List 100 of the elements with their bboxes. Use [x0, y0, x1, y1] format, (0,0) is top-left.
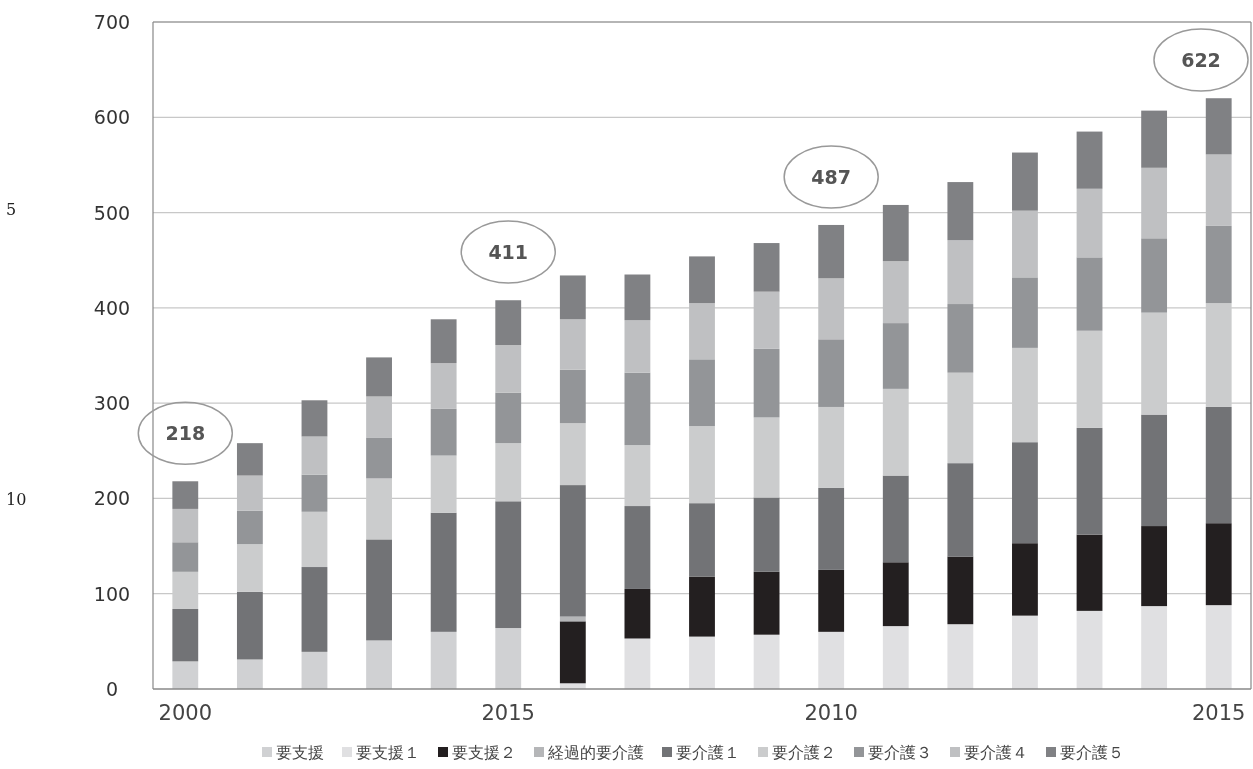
- bar: [882, 562, 909, 627]
- bar: [624, 320, 651, 373]
- y-tick-label: 700: [93, 11, 131, 33]
- legend-label: 経過的要介護: [547, 742, 644, 762]
- x-tick-label: 2015: [481, 701, 535, 725]
- bar: [1205, 605, 1232, 689]
- legend-label: 要介護３: [868, 742, 932, 762]
- bar: [753, 497, 780, 572]
- bar: [818, 406, 845, 488]
- bar: [1205, 406, 1232, 524]
- bar: [947, 182, 974, 241]
- bar: [559, 319, 586, 370]
- bar: [172, 661, 199, 689]
- bar: [430, 631, 457, 689]
- bar: [689, 503, 715, 577]
- bar: [495, 501, 522, 629]
- bar: [1012, 277, 1038, 348]
- bar: [882, 475, 909, 563]
- bar: [495, 392, 522, 444]
- bar: [1076, 131, 1103, 189]
- x-tick-label: 2015: [1191, 701, 1246, 725]
- bar: [947, 463, 974, 557]
- bar: [1141, 414, 1168, 527]
- x-tick-label: 2000: [158, 701, 213, 725]
- bar: [624, 274, 651, 321]
- bar: [624, 588, 651, 639]
- bar: [882, 204, 909, 262]
- bar: [689, 636, 715, 689]
- annotation: 218: [165, 422, 206, 445]
- legend-label: 要支援１: [356, 742, 420, 762]
- bar: [236, 443, 263, 476]
- bar: [1012, 615, 1038, 689]
- bar: [818, 631, 845, 689]
- annotation: 622: [1181, 49, 1221, 71]
- y-tick-label: 500: [93, 201, 131, 224]
- bar: [495, 628, 522, 689]
- annotation: 411: [488, 241, 529, 263]
- legend-label: 要介護５: [1060, 742, 1124, 762]
- bar: [172, 481, 199, 509]
- bar: [366, 539, 392, 641]
- bar: [1076, 610, 1103, 689]
- bar: [430, 408, 457, 456]
- bar: [172, 608, 199, 662]
- bar: [1076, 427, 1103, 535]
- text: 10: [6, 490, 27, 509]
- bar: [1076, 257, 1103, 331]
- bar: [559, 423, 586, 486]
- bar: [1205, 98, 1232, 155]
- legend-label: 要介護１: [676, 742, 740, 762]
- y-tick-label: 300: [93, 392, 131, 415]
- bar: [559, 369, 586, 424]
- bar: [301, 511, 328, 568]
- bar: [818, 487, 845, 570]
- bar: [301, 567, 328, 652]
- bar: [689, 256, 715, 304]
- bar: [818, 224, 845, 279]
- legend-label: 要介護２: [772, 742, 836, 762]
- bar: [1012, 543, 1038, 616]
- bar: [495, 300, 522, 346]
- bar: [236, 591, 263, 660]
- x-tick-label: 2010: [804, 701, 858, 725]
- legend-label: 要支援２: [452, 742, 516, 762]
- text: 5: [6, 200, 17, 219]
- bar: [624, 638, 651, 689]
- bar: [1141, 238, 1168, 313]
- bar: [753, 243, 780, 292]
- bar: [366, 437, 392, 479]
- bar: [1141, 110, 1168, 168]
- legend-label: 要介護４: [964, 742, 1028, 762]
- bar: [430, 512, 457, 632]
- bar: [172, 508, 199, 543]
- bar: [1141, 606, 1168, 689]
- y-tick-label: 0: [105, 678, 119, 700]
- bar: [753, 348, 780, 418]
- bar: [301, 400, 328, 437]
- bar: [366, 357, 392, 397]
- annotation: 487: [811, 165, 852, 188]
- bar: [301, 436, 328, 475]
- bar: [882, 323, 909, 389]
- bar: [753, 417, 780, 498]
- bar: [301, 651, 328, 689]
- bar: [818, 339, 845, 407]
- bar: [495, 345, 522, 393]
- bar: [1205, 523, 1232, 606]
- bar: [172, 542, 199, 572]
- bar: [366, 640, 392, 689]
- bar: [559, 275, 586, 320]
- bar: [236, 544, 263, 592]
- bar: [947, 240, 974, 305]
- bar: [689, 576, 715, 637]
- bar: [301, 474, 328, 512]
- bar: [753, 634, 780, 689]
- legend-label: 要支援: [276, 742, 324, 762]
- bar: [882, 626, 909, 689]
- bar: [624, 506, 651, 589]
- bar: [1141, 526, 1168, 607]
- bar: [624, 372, 651, 446]
- y-tick-label: 100: [93, 582, 131, 605]
- bar: [947, 556, 974, 625]
- bar: [947, 624, 974, 689]
